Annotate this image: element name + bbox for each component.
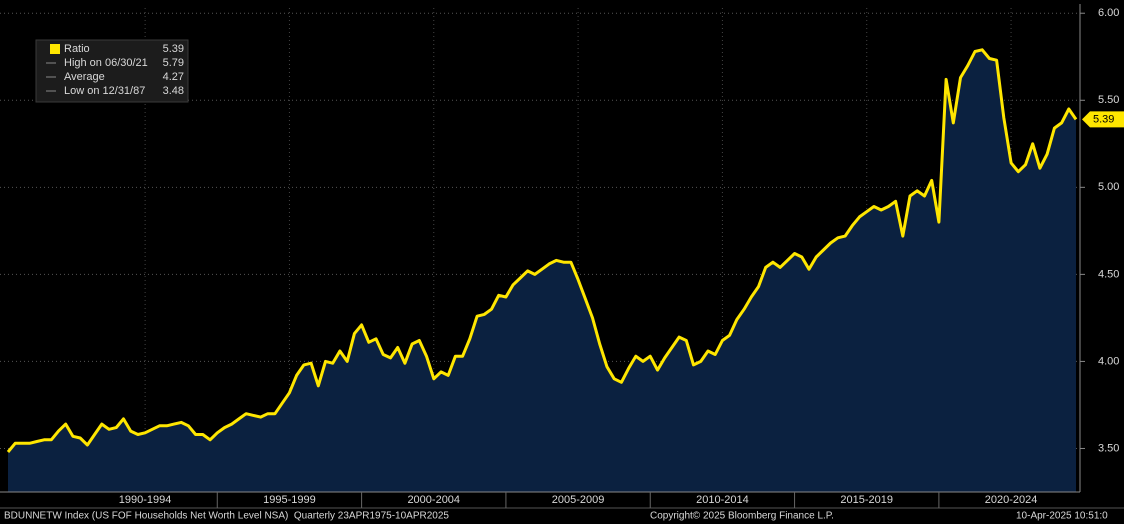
x-tick-label: 2010-2014: [696, 494, 749, 506]
legend-label: Average: [64, 71, 105, 83]
legend-label: High on 06/30/21: [64, 57, 148, 69]
legend-label: Ratio: [64, 43, 90, 55]
last-value-label: 5.39: [1093, 113, 1114, 125]
legend-value: 4.27: [163, 71, 184, 83]
y-tick-label: 6.00: [1098, 7, 1119, 19]
y-tick-label: 4.50: [1098, 268, 1119, 280]
series-line: [6, 48, 1078, 453]
footer-source: BDUNNETW Index (US FOF Households Net Wo…: [4, 511, 449, 522]
legend-label: Low on 12/31/87: [64, 85, 145, 97]
footer-timestamp: 10-Apr-2025 10:51:0: [1016, 511, 1108, 522]
x-tick-label: 2015-2019: [840, 494, 893, 506]
y-tick-label: 5.50: [1098, 94, 1119, 106]
legend-value: 3.48: [163, 85, 184, 97]
legend: Ratio 5.39 High on 06/30/21 5.79 Average 4.27…: [35, 39, 189, 103]
last-value-tag: [1082, 111, 1124, 128]
y-tick-label: 4.00: [1098, 355, 1119, 367]
y-tick-label: 3.50: [1098, 442, 1119, 454]
legend-value: 5.39: [163, 43, 184, 55]
y-tick-label: 5.00: [1098, 181, 1119, 193]
plot-area: [0, 8, 1080, 493]
x-tick-label: 2020-2024: [985, 494, 1038, 506]
footer-copyright: Copyright© 2025 Bloomberg Finance L.P.: [650, 511, 834, 522]
legend-box: [35, 39, 189, 103]
x-tick-label: 1990-1994: [119, 494, 172, 506]
legend-swatch: [50, 44, 60, 54]
x-tick-label: 2000-2004: [407, 494, 460, 506]
legend-value: 5.79: [163, 57, 184, 69]
x-tick-label: 2005-2009: [552, 494, 605, 506]
x-tick-label: 1995-1999: [263, 494, 316, 506]
